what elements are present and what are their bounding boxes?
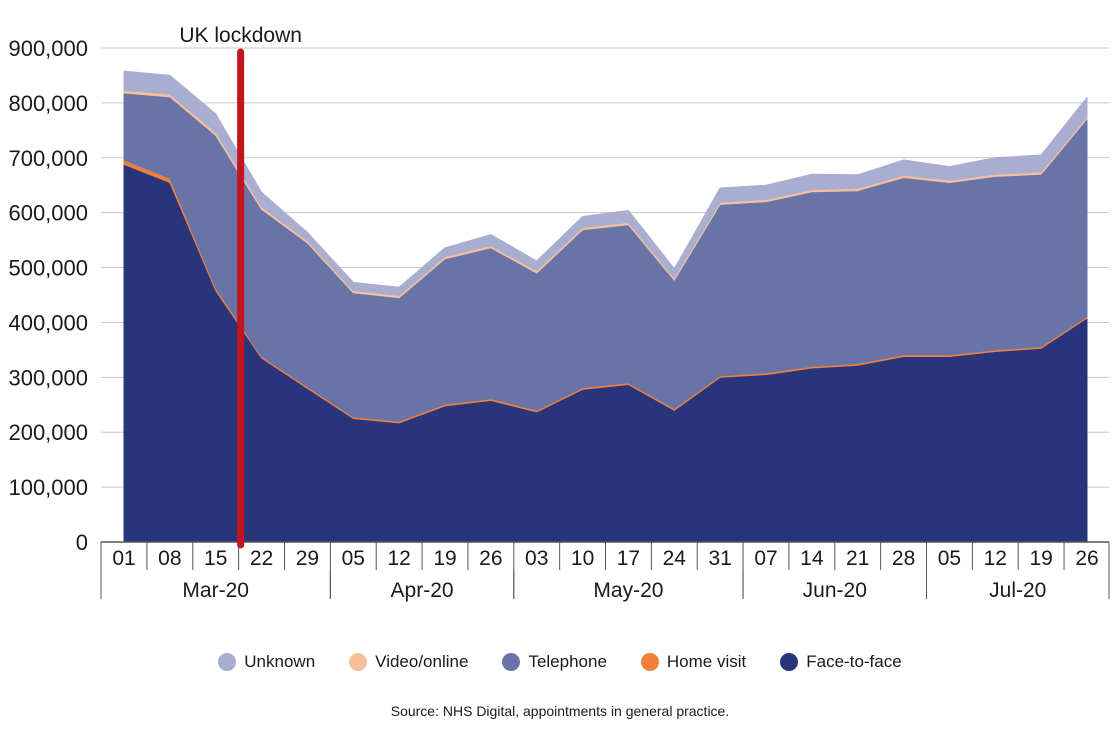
month-label: Jun-20 <box>803 579 867 602</box>
x-tick-label: 21 <box>846 547 869 570</box>
legend-item-video-online: Video/online <box>349 652 468 672</box>
y-tick-label: 400,000 <box>8 310 88 335</box>
x-tick-label: 24 <box>663 547 687 570</box>
legend-item-face-to-face: Face-to-face <box>780 652 902 672</box>
x-tick-label: 17 <box>617 547 640 570</box>
legend: Unknown Video/online Telephone Home visit Fa… <box>0 652 1120 672</box>
x-tick-label: 31 <box>708 547 731 570</box>
x-tick-label: 05 <box>938 547 961 570</box>
legend-label: Telephone <box>528 652 607 671</box>
x-tick-label: 15 <box>204 547 227 570</box>
x-tick-label: 01 <box>112 547 135 570</box>
y-tick-label: 800,000 <box>8 91 88 116</box>
x-tick-label: 19 <box>433 547 456 570</box>
x-tick-label: 14 <box>800 547 824 570</box>
legend-swatch <box>780 653 799 671</box>
lockdown-label: UK lockdown <box>179 24 302 47</box>
x-axis: 01 08 15 22 29 05 12 19 26 03 10 17 24 31 07 14 21 28 05 12… <box>100 541 1110 602</box>
source-note: Source: NHS Digital, appointments in gen… <box>390 703 730 719</box>
x-tick-label: 12 <box>984 547 1007 570</box>
legend-swatch <box>349 653 368 671</box>
x-tick-label: 07 <box>754 547 777 570</box>
legend-swatch <box>502 653 521 671</box>
x-tick-label: 10 <box>571 547 594 570</box>
x-tick-label: 12 <box>387 547 410 570</box>
legend-item-telephone: Telephone <box>502 652 607 672</box>
y-tick-label: 600,000 <box>8 201 88 226</box>
chart: 900,000 800,000 700,000 600,000 500,000 400,0… <box>8 24 1110 602</box>
x-tick-label: 29 <box>296 547 319 570</box>
y-tick-label: 200,000 <box>8 420 88 445</box>
x-tick-label: 08 <box>158 547 181 570</box>
x-tick-label: 19 <box>1029 547 1052 570</box>
month-label: May-20 <box>593 579 663 602</box>
month-label: Jul-20 <box>989 579 1046 602</box>
lockdown-annotation: UK lockdown <box>179 24 302 549</box>
legend-swatch <box>640 653 659 671</box>
legend-label: Unknown <box>244 652 316 671</box>
y-axis: 900,000 800,000 700,000 600,000 500,000 400,0… <box>8 36 88 555</box>
x-tick-label: 22 <box>250 547 273 570</box>
month-label: Apr-20 <box>391 579 454 602</box>
legend-label: Video/online <box>375 652 469 671</box>
legend-item-home-visit: Home visit <box>640 652 747 672</box>
y-tick-label: 0 <box>76 530 88 555</box>
legend-label: Home visit <box>666 652 747 671</box>
x-tick-label: 28 <box>892 547 915 570</box>
x-tick-label: 03 <box>525 547 548 570</box>
y-tick-label: 900,000 <box>8 36 88 61</box>
month-label: Mar-20 <box>182 579 249 602</box>
y-tick-label: 700,000 <box>8 146 88 171</box>
x-tick-label: 26 <box>479 547 502 570</box>
area-unknown <box>123 70 1088 296</box>
y-tick-label: 500,000 <box>8 256 88 281</box>
legend-label: Face-to-face <box>806 652 902 671</box>
y-tick-label: 100,000 <box>8 475 88 500</box>
x-tick-label: 26 <box>1075 547 1098 570</box>
y-tick-label: 300,000 <box>8 365 88 390</box>
stacked-areas <box>123 70 1088 543</box>
legend-swatch <box>218 653 237 671</box>
legend-item-unknown: Unknown <box>218 652 315 672</box>
x-tick-label: 05 <box>342 547 365 570</box>
